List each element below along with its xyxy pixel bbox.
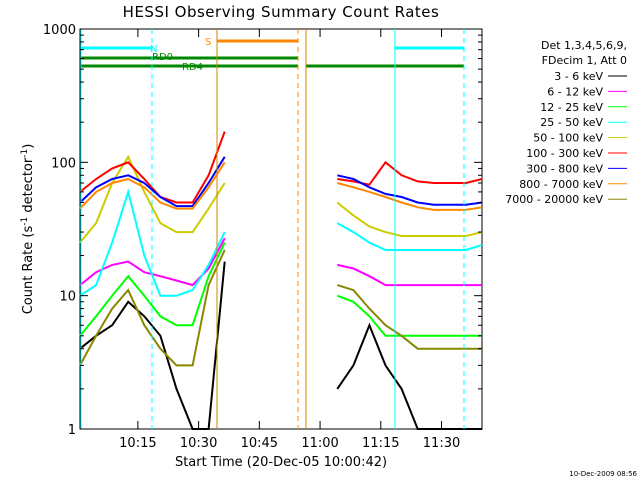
series-layer <box>79 131 483 430</box>
observing-bar-label: RD0 <box>152 52 173 63</box>
series-line <box>79 156 226 208</box>
y-axis-label: Count Rate (s-1 detector-1) <box>20 144 36 315</box>
y-tick-label: 1 <box>68 423 76 438</box>
series-line <box>79 242 226 337</box>
legend-entry-label: 100 - 300 keV <box>526 147 603 160</box>
x-tick-label: 11:00 <box>301 436 338 451</box>
y-label-sup2: -1 <box>20 149 30 158</box>
series-line <box>337 182 483 211</box>
plot-frame <box>79 28 483 430</box>
x-tick-label: 11:30 <box>423 436 460 451</box>
observing-bar-label: N <box>150 44 157 55</box>
legend: Det 1,3,4,5,6,9, FDecim 1, Att 0 3 - 6 k… <box>505 39 627 206</box>
legend-header-2: FDecim 1, Att 0 <box>542 54 627 67</box>
observing-bar-label: RD4 <box>182 62 203 73</box>
series-line <box>79 154 226 244</box>
legend-entry-label: 800 - 7000 keV <box>519 178 603 191</box>
legend-header-1: Det 1,3,4,5,6,9, <box>541 39 627 52</box>
y-label-mid: detector <box>21 157 36 217</box>
x-tick-label: 10:45 <box>241 436 278 451</box>
y-label-sup1: -1 <box>20 217 30 226</box>
x-tick-label: 10:15 <box>119 436 156 451</box>
series-line <box>337 284 482 350</box>
series-line <box>336 322 482 430</box>
y-tick-label: 100 <box>51 156 76 171</box>
legend-entry-label: 12 - 25 keV <box>540 101 603 114</box>
series-line <box>79 131 226 204</box>
chart-title: HESSI Observing Summary Count Rates <box>123 3 440 21</box>
legend-entry-label: 3 - 6 keV <box>554 70 603 83</box>
x-axis-label: Start Time (20-Dec-05 10:00:42) <box>175 455 387 470</box>
series-line <box>336 201 483 237</box>
observing-bar-label: S <box>205 37 211 48</box>
legend-entry-label: 300 - 800 keV <box>526 162 603 175</box>
y-label-end: ) <box>21 144 36 149</box>
series-line <box>337 174 483 206</box>
series-line <box>336 294 482 337</box>
axis-ticks: 10:15 10:30 10:45 11:00 11:15 11:30 1 10 100 1000 <box>43 23 482 451</box>
legend-entry-label: 50 - 100 keV <box>533 132 603 145</box>
legend-entry-label: 6 - 12 keV <box>547 85 603 98</box>
timestamp: 10-Dec-2009 08:56 <box>569 470 637 478</box>
series-line <box>337 263 482 287</box>
legend-entry-label: 25 - 50 keV <box>540 116 603 129</box>
x-tick-label: 10:30 <box>180 436 217 451</box>
y-label-main: Count Rate (s <box>21 226 36 315</box>
y-tick-label: 1000 <box>43 23 76 38</box>
vertical-markers <box>80 29 465 429</box>
x-tick-label: 11:15 <box>362 436 399 451</box>
y-tick-label: 10 <box>59 290 76 305</box>
legend-entry-label: 7000 - 20000 keV <box>505 193 603 206</box>
series-line <box>336 222 483 251</box>
